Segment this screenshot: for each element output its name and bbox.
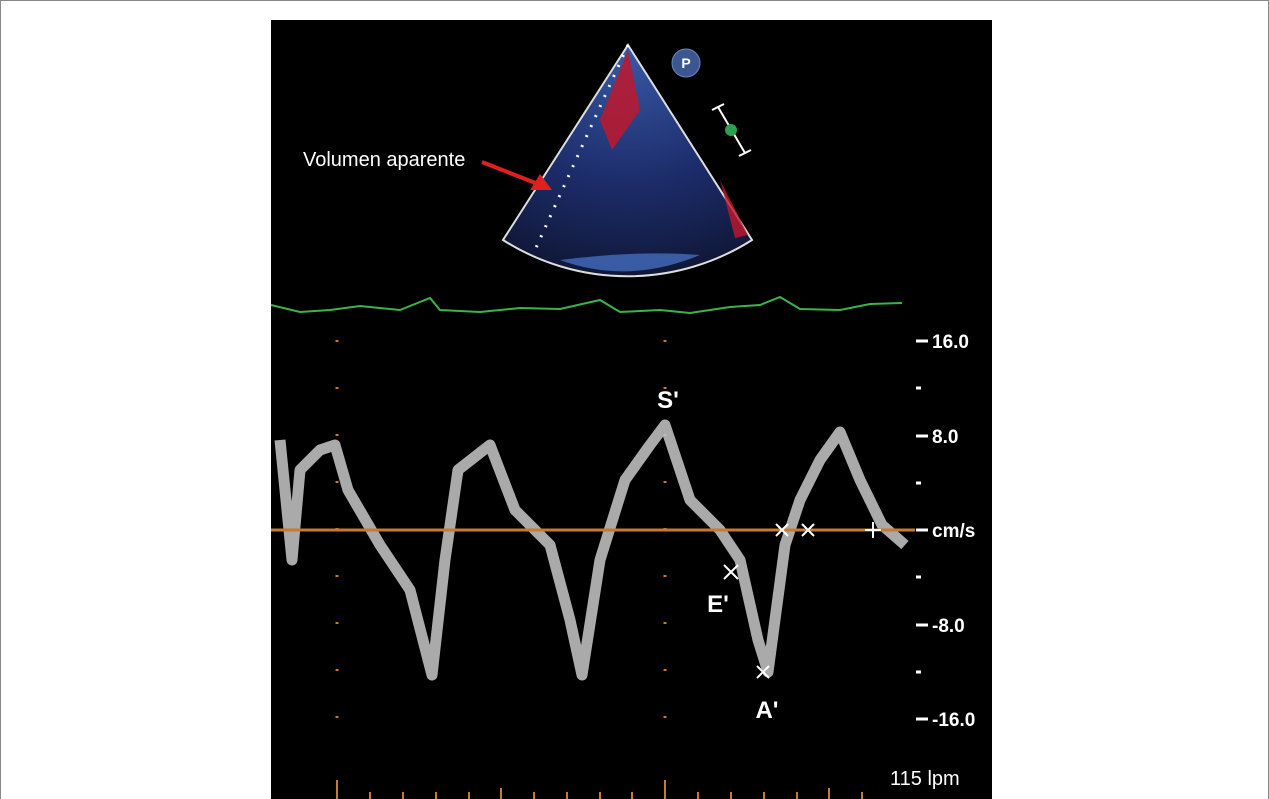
caliper-dot: [725, 124, 737, 136]
p-icon-letter: P: [681, 55, 690, 71]
scale-label: 8.0: [932, 427, 958, 448]
heart-rate: 115 lpm: [890, 768, 960, 790]
scale-label: -16.0: [932, 710, 975, 731]
annotation: Volumen aparente: [303, 149, 465, 171]
scale-unit: cm/s: [932, 521, 975, 542]
wave-label: S': [657, 387, 679, 414]
wave-label: E': [707, 591, 729, 618]
scale-label: -8.0: [932, 616, 965, 637]
figure: P Volumen aparente S' E' A' 16.0 8.0 cm/…: [0, 0, 1269, 799]
wave-label: A': [755, 697, 778, 724]
scale-label: 16.0: [932, 332, 969, 353]
